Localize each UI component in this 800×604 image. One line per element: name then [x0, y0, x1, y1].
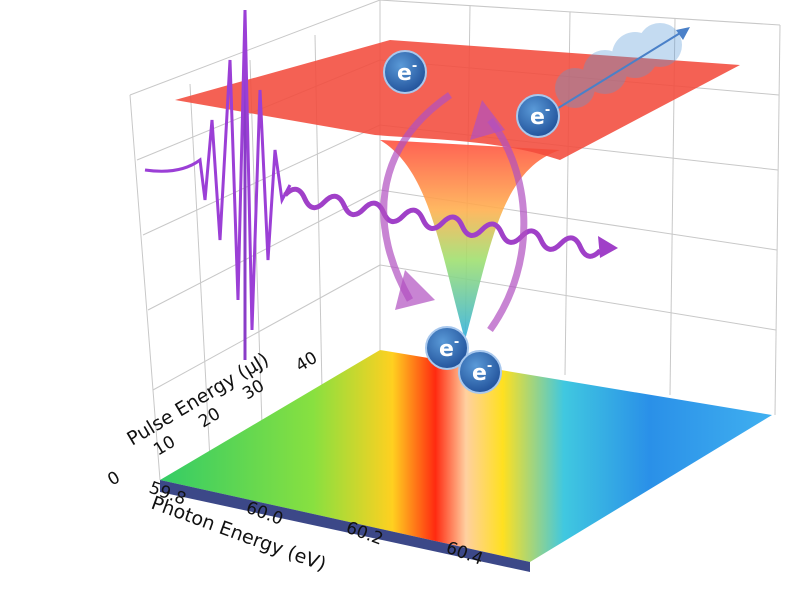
electron-charge: - [545, 103, 550, 118]
electron-symbol: e [439, 337, 454, 362]
arrow-head [395, 270, 435, 310]
electrons: e-e-e-e- [383, 50, 560, 394]
arrow-head [598, 236, 618, 258]
electron-symbol: e [472, 361, 487, 386]
electron-trail [555, 23, 682, 108]
electron-charge: - [487, 359, 492, 374]
electron-label: e- [439, 335, 459, 362]
laser-pulse [144, 9, 292, 331]
electron-symbol: e [397, 61, 412, 86]
electron-label: e- [530, 103, 550, 130]
electron [425, 326, 469, 370]
arrow-head [676, 27, 690, 40]
electron-charge: - [412, 59, 417, 74]
potential-funnel [380, 140, 560, 340]
potential-surface [175, 40, 740, 160]
electron [383, 50, 427, 94]
transition-arrow [380, 92, 452, 302]
electron-label: e- [472, 359, 492, 386]
transition-arrow [487, 117, 528, 333]
electron-label: e- [397, 59, 417, 86]
electron [458, 350, 502, 394]
y-tick-label: 40 [292, 348, 321, 376]
electron [516, 94, 560, 138]
escape-path [554, 29, 686, 111]
wavy-arrow [283, 186, 602, 259]
electron-symbol: e [530, 105, 545, 130]
arrow-head [470, 100, 505, 140]
electron-charge: - [454, 335, 459, 350]
y-tick-label: 0 [104, 468, 124, 491]
heatmap-edge [160, 480, 530, 572]
heatmap [160, 350, 772, 562]
